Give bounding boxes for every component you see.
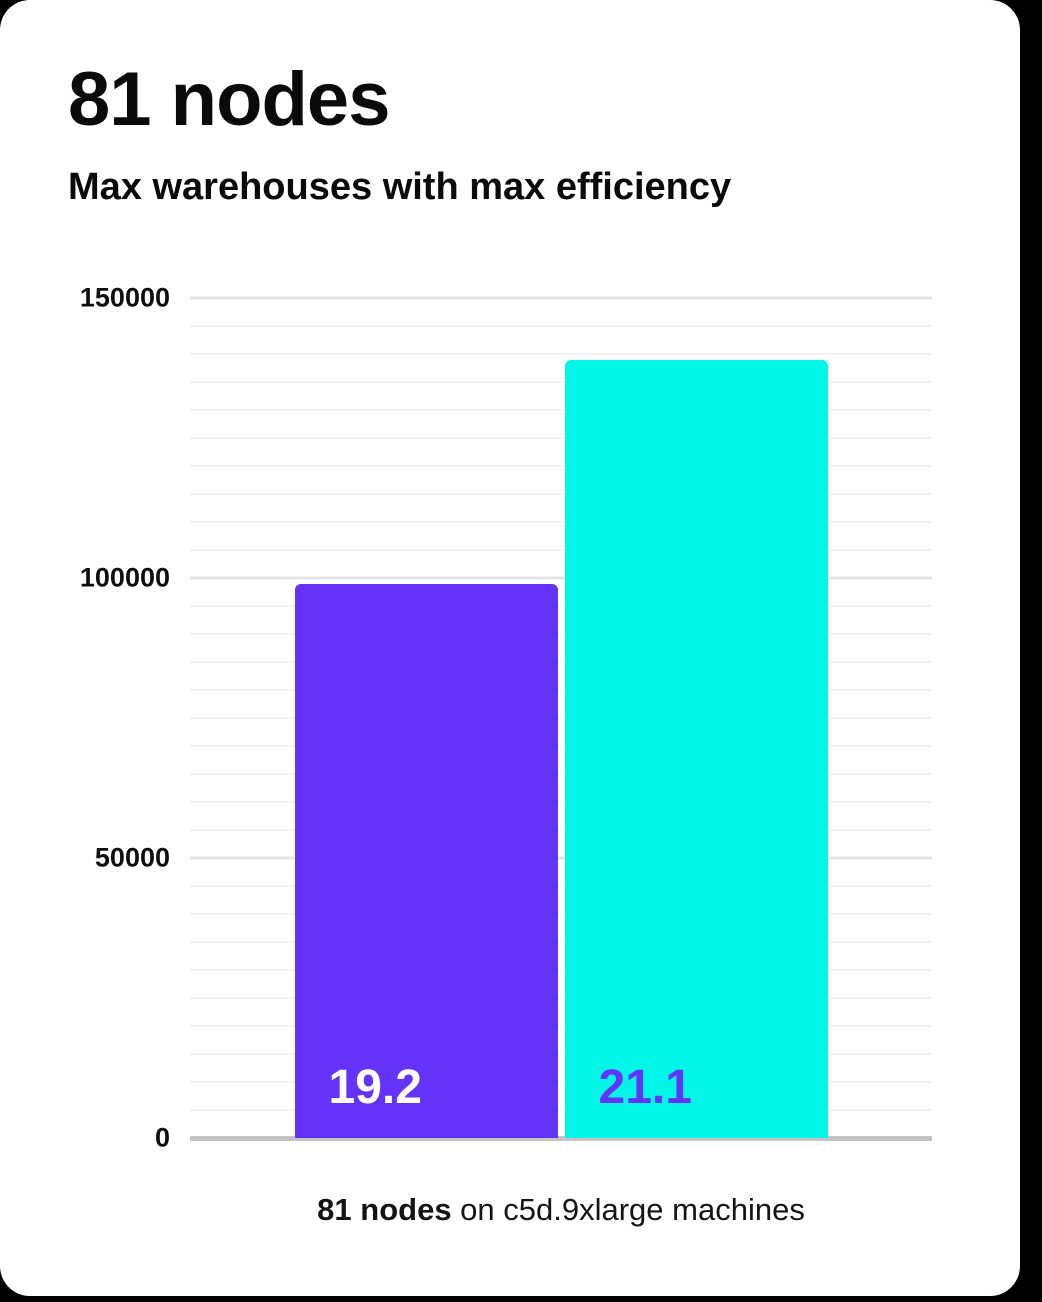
minor-gridline: [190, 829, 932, 831]
minor-gridline: [190, 1025, 932, 1027]
minor-gridline: [190, 353, 932, 355]
minor-gridline: [190, 325, 932, 327]
minor-gridline: [190, 381, 932, 383]
page-subtitle: Max warehouses with max efficiency: [68, 166, 732, 208]
minor-gridline: [190, 437, 932, 439]
bar-chart-plot-area: 19.2 21.1: [190, 296, 932, 1141]
minor-gridline: [190, 997, 932, 1000]
bar-2: 21.1: [564, 359, 828, 1138]
minor-gridline: [190, 969, 932, 971]
minor-gridline: [190, 465, 932, 467]
y-tick-label: 0: [154, 1122, 170, 1153]
y-tick-label: 150000: [79, 282, 170, 313]
minor-gridline: [190, 717, 932, 719]
minor-gridline: [190, 1109, 932, 1111]
minor-gridline: [190, 773, 932, 775]
major-gridline: [190, 856, 932, 860]
bar-value-label: 21.1: [598, 1061, 692, 1114]
major-gridline: [190, 576, 932, 580]
minor-gridline: [190, 689, 932, 691]
minor-gridline: [190, 661, 932, 663]
minor-gridline: [190, 633, 932, 635]
bars-group: 19.2 21.1: [190, 298, 932, 1138]
minor-gridline: [190, 941, 932, 943]
chart-card: 81 nodes Max warehouses with max efficie…: [0, 0, 1020, 1296]
minor-gridline: [190, 1081, 932, 1083]
y-tick-label: 50000: [94, 842, 170, 873]
y-axis-tick-labels: 0 50000 100000 150000: [40, 284, 170, 1151]
caption-regular-text: on c5d.9xlarge machines: [451, 1192, 805, 1227]
x-axis-line: [190, 1136, 932, 1141]
minor-gridline: [190, 1053, 932, 1055]
minor-gridline: [190, 745, 932, 747]
minor-gridline: [190, 549, 932, 551]
minor-gridline: [190, 801, 932, 803]
minor-gridline: [190, 493, 932, 496]
minor-gridline: [190, 409, 932, 411]
page-title: 81 nodes: [68, 57, 390, 142]
minor-gridline: [190, 605, 932, 607]
minor-gridline: [190, 913, 932, 915]
major-gridline: [190, 296, 932, 300]
minor-gridline: [190, 885, 932, 887]
chart-caption: 81 nodes on c5d.9xlarge machines: [190, 1192, 932, 1228]
minor-gridline: [190, 521, 932, 523]
caption-bold-text: 81 nodes: [317, 1192, 452, 1227]
bar-value-label: 19.2: [328, 1061, 422, 1114]
y-tick-label: 100000: [79, 562, 170, 593]
bar-1: 19.2: [294, 583, 558, 1138]
